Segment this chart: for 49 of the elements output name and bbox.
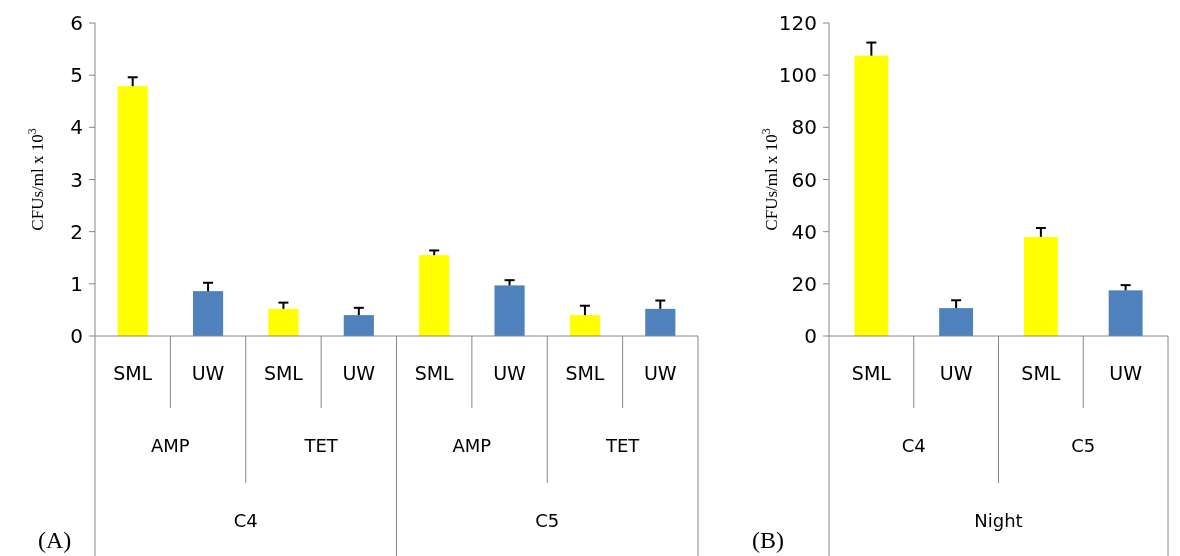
bar: [939, 308, 974, 336]
y-tick-label: 60: [791, 167, 817, 192]
bar: [1108, 290, 1143, 336]
text: AMP: [151, 434, 190, 456]
text: Night: [974, 509, 1023, 531]
bar: [117, 86, 148, 336]
text: TET: [604, 434, 641, 456]
x-tick-label: SML: [851, 361, 892, 384]
bar: [854, 55, 889, 336]
x-tick-label: UW: [1109, 361, 1143, 384]
y-tick-label: 20: [791, 271, 817, 296]
y-tick-label: 5: [70, 63, 83, 88]
x-tick-label: UW: [939, 361, 973, 384]
bar: [1023, 236, 1058, 336]
y-tick-label: 80: [791, 115, 817, 140]
bar: [645, 308, 676, 336]
y-tick-label: 40: [791, 219, 817, 244]
bar: [192, 291, 224, 336]
text: C4: [901, 434, 926, 456]
y-tick-label: 0: [804, 324, 817, 348]
x-tick-label: UW: [643, 361, 677, 384]
text: C4: [233, 509, 258, 531]
x-tick-label: SML: [263, 361, 304, 384]
bar: [494, 285, 525, 336]
text: (B): [752, 527, 784, 553]
y-tick-label: 6: [70, 11, 83, 35]
x-tick-label: SML: [113, 361, 153, 384]
text: C5: [535, 509, 560, 531]
bar: [268, 308, 299, 336]
y-tick-label: 120: [778, 11, 817, 35]
text: C5: [1071, 434, 1096, 456]
y-tick-label: 2: [70, 219, 83, 244]
y-tick-label: 100: [778, 63, 817, 88]
text: TET: [303, 434, 339, 456]
bar: [419, 255, 450, 336]
x-tick-label: SML: [414, 361, 455, 384]
y-tick-label: 3: [70, 167, 83, 192]
y-tick-label: 4: [70, 115, 83, 140]
bar: [343, 315, 374, 336]
x-tick-label: UW: [191, 361, 225, 384]
x-tick-label: UW: [493, 361, 527, 384]
y-tick-label: 0: [70, 324, 83, 348]
x-tick-label: SML: [1021, 361, 1061, 384]
text: AMP: [452, 434, 492, 456]
text: (A): [38, 527, 72, 553]
x-tick-label: SML: [565, 361, 605, 384]
bar: [569, 315, 601, 336]
x-tick-label: UW: [342, 361, 376, 384]
y-tick-label: 1: [70, 271, 83, 296]
